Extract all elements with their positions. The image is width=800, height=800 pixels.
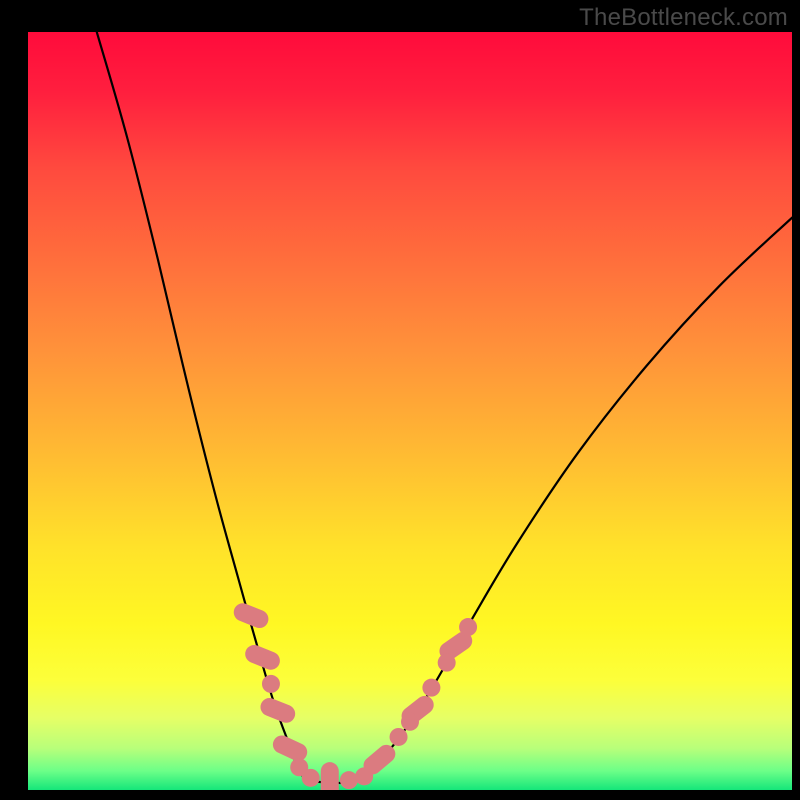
chart-outer-frame: TheBottleneck.com (0, 0, 800, 800)
plot-area (28, 32, 792, 790)
heat-gradient-background (28, 32, 792, 790)
watermark-text: TheBottleneck.com (579, 4, 788, 32)
